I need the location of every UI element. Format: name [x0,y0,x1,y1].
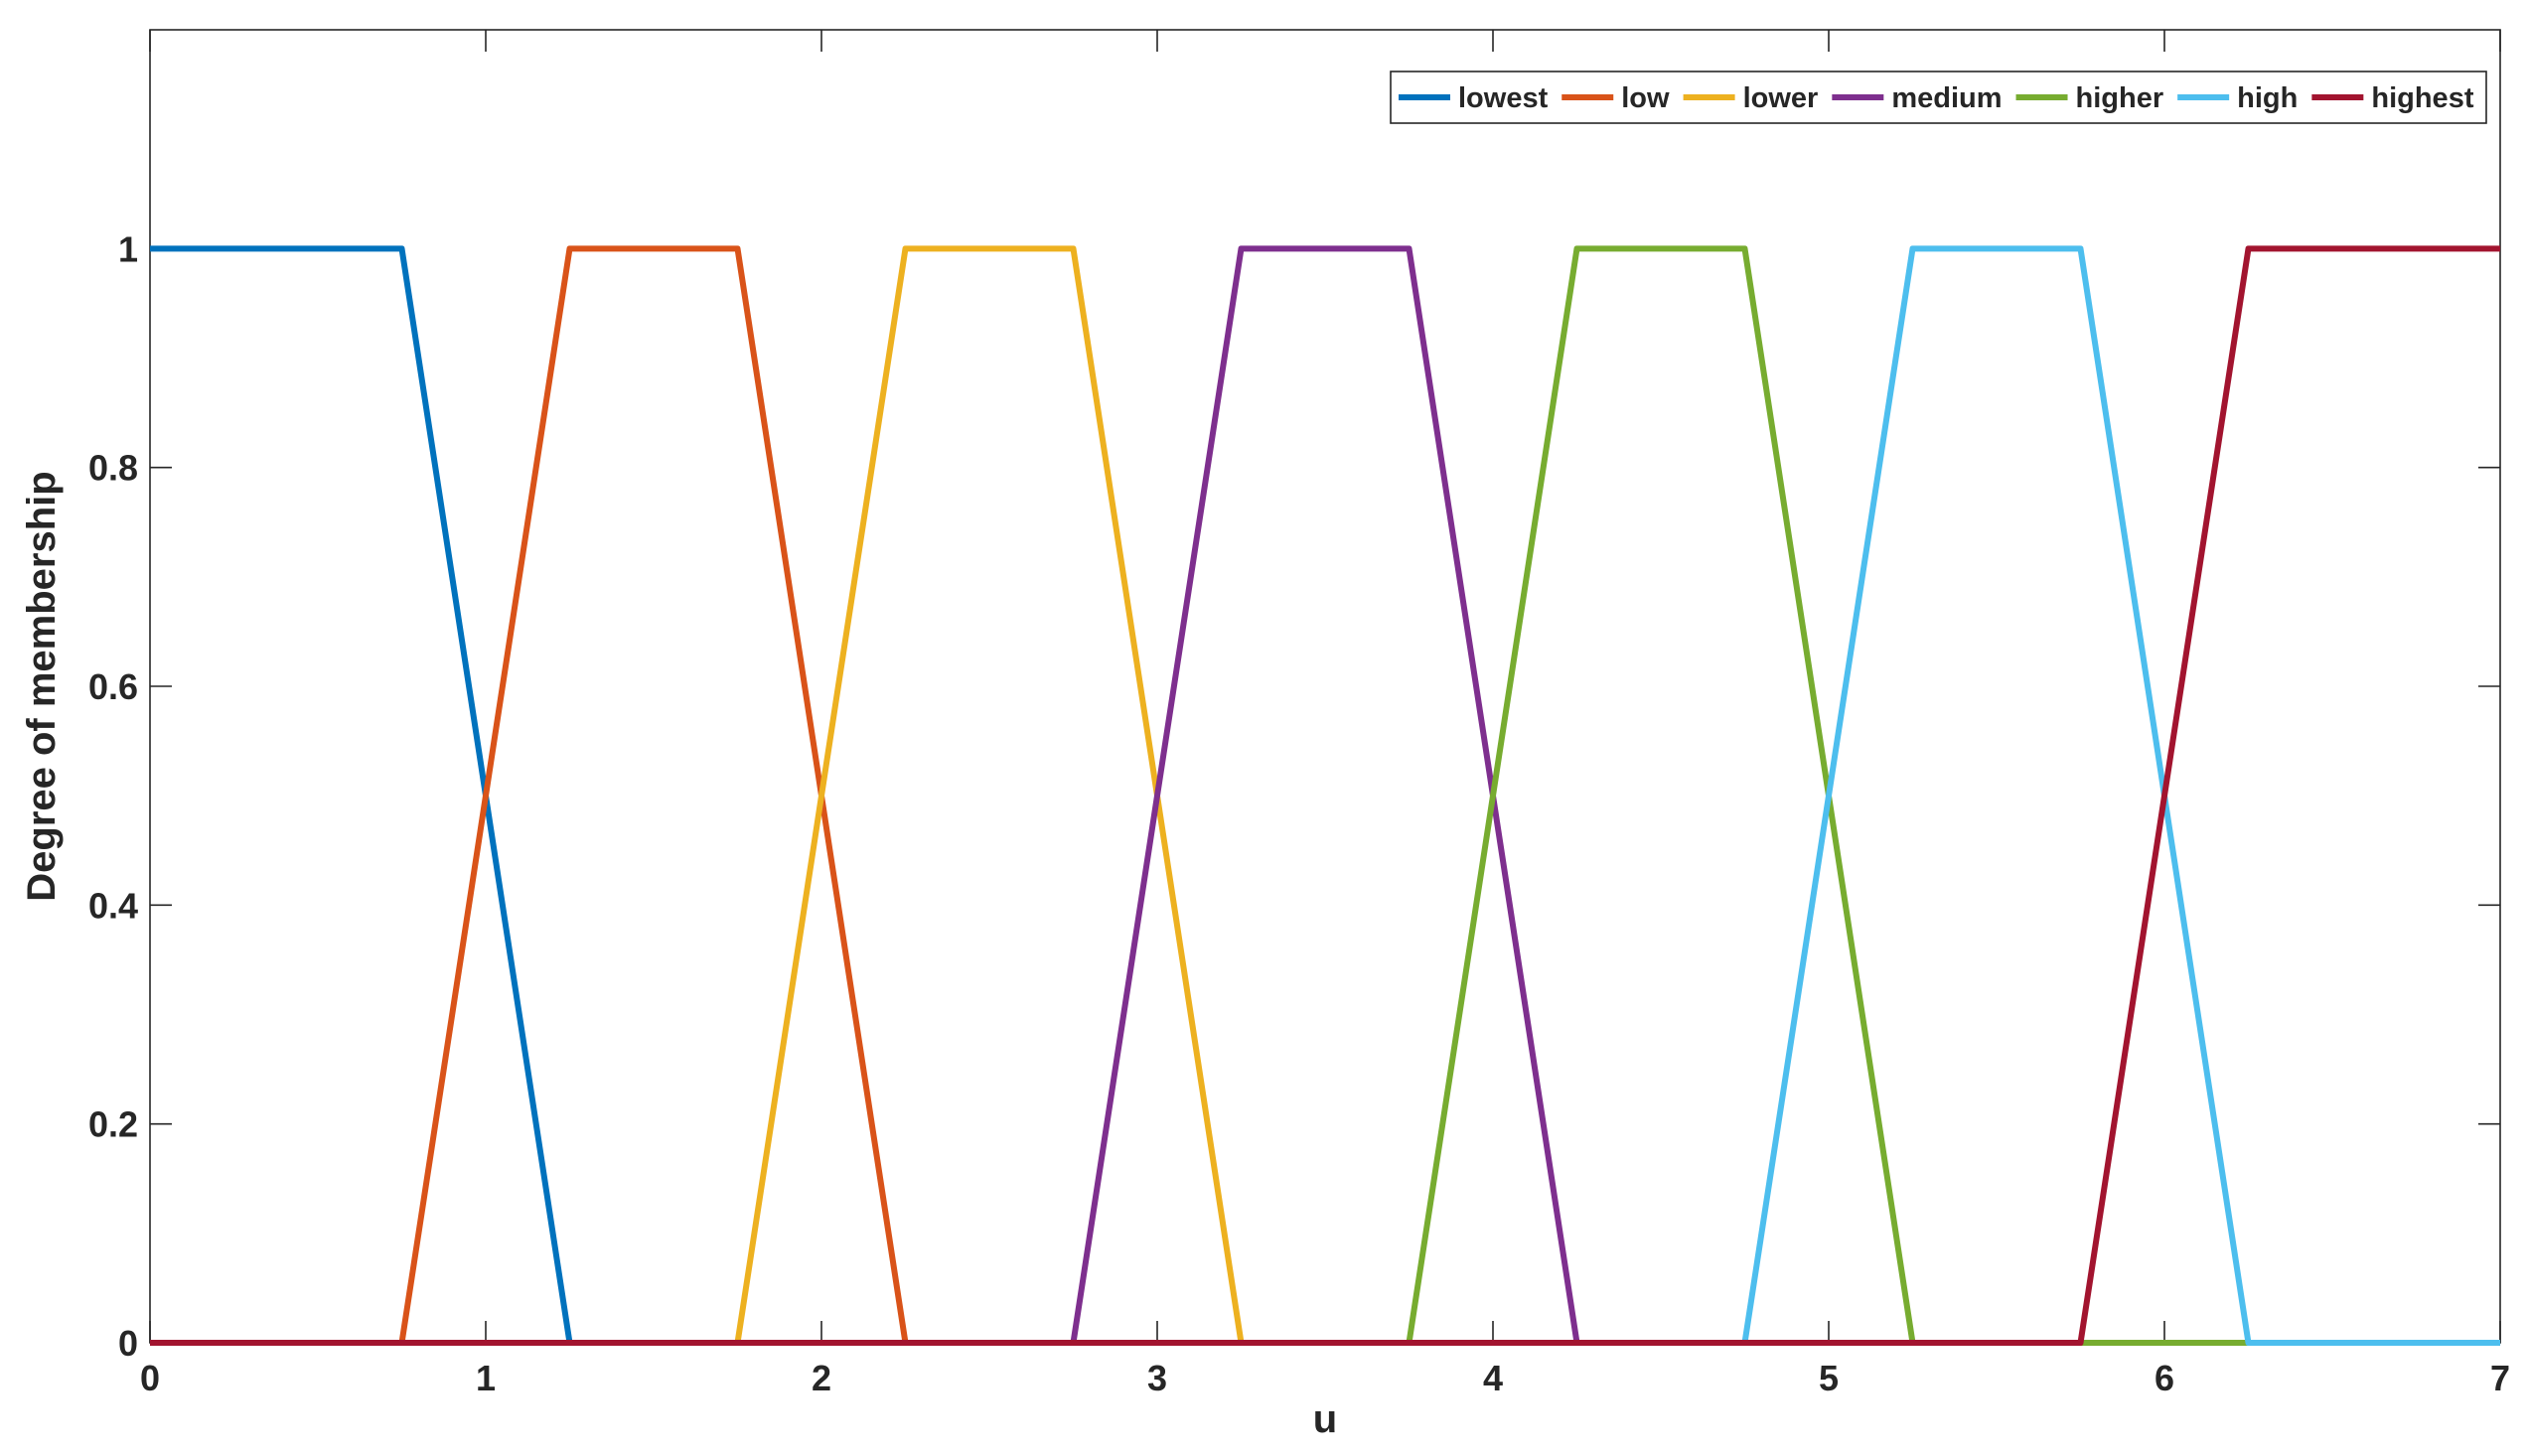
x-axis-label: u [1313,1397,1337,1441]
legend-label-low: low [1621,82,1670,114]
series-line-higher [150,245,2500,1346]
x-tick-label: 2 [812,1358,831,1398]
x-tick-label: 3 [1147,1358,1167,1398]
y-tick-label: 0.6 [88,666,138,707]
series-line-lower [150,245,2500,1346]
legend-label-high: high [2237,82,2298,114]
legend-label-medium: medium [1891,82,2002,114]
series-line-high [150,245,2500,1346]
series-line-lowest [150,245,2500,1346]
series-lines [150,245,2500,1346]
legend-label-lower: lower [1743,82,1819,114]
legend: lowest low lower medium higher high highest [1390,71,2487,124]
y-tick-label: 0.8 [88,448,138,489]
legend-label-highest: highest [2371,82,2473,114]
y-tick-label: 0.2 [88,1104,138,1145]
x-tick-label: 0 [140,1358,160,1398]
series-line-highest [150,245,2500,1346]
y-tick-label: 0.4 [88,885,138,926]
series-line-low [150,245,2500,1346]
series-line-medium [150,245,2500,1346]
x-tick-label: 1 [476,1358,496,1398]
legend-label-lowest: lowest [1458,82,1549,114]
y-tick-label: 1 [118,228,138,269]
y-axis-label: Degree of membership [20,471,64,901]
x-tick-label: 5 [1819,1358,1839,1398]
tick-labels: 0 1 2 3 4 5 6 7 0 0.2 0.4 0.6 0.8 1 [88,228,2510,1398]
y-tick-label: 0 [118,1323,138,1364]
x-tick-label: 7 [2490,1358,2510,1398]
x-tick-label: 6 [2155,1358,2174,1398]
legend-label-higher: higher [2076,82,2164,114]
x-tick-label: 4 [1483,1358,1503,1398]
